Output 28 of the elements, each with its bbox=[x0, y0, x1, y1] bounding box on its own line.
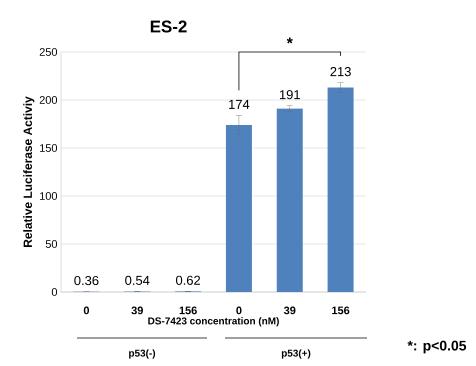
text: p53(-) bbox=[129, 349, 156, 359]
data-label: 0.62 bbox=[176, 276, 200, 285]
y-tick-label: 200 bbox=[40, 96, 58, 104]
bar bbox=[226, 124, 252, 292]
x-axis-title: DS-7423 concentration (nM) bbox=[148, 317, 279, 326]
x-tick-label: 0 bbox=[84, 306, 90, 314]
bar bbox=[276, 108, 303, 292]
text: *: p<0.05 bbox=[407, 340, 466, 354]
bar bbox=[328, 88, 354, 292]
data-label: 0.36 bbox=[74, 276, 98, 286]
data-label: 191 bbox=[280, 90, 300, 100]
chart-title: ES-2 bbox=[150, 20, 187, 33]
x-tick-label: 39 bbox=[131, 306, 143, 314]
x-tick-label: 0 bbox=[236, 306, 242, 314]
y-tick-label: 150 bbox=[40, 144, 58, 152]
data-label: 213 bbox=[330, 67, 351, 76]
y-axis-title: Relative Luciferase Activiy bbox=[23, 96, 34, 247]
y-tick-label: 250 bbox=[40, 48, 58, 56]
x-tick-label: 156 bbox=[332, 306, 350, 314]
y-tick-label: 100 bbox=[40, 192, 58, 200]
text: p53(+) bbox=[282, 349, 310, 359]
y-tick-label: 50 bbox=[46, 240, 58, 248]
data-label: 0.54 bbox=[125, 276, 150, 285]
text: * bbox=[286, 38, 293, 44]
x-tick-label: 39 bbox=[284, 306, 296, 314]
x-tick-label: 156 bbox=[180, 306, 197, 314]
data-label: 174 bbox=[229, 100, 250, 109]
y-tick-label: 0 bbox=[52, 288, 58, 296]
